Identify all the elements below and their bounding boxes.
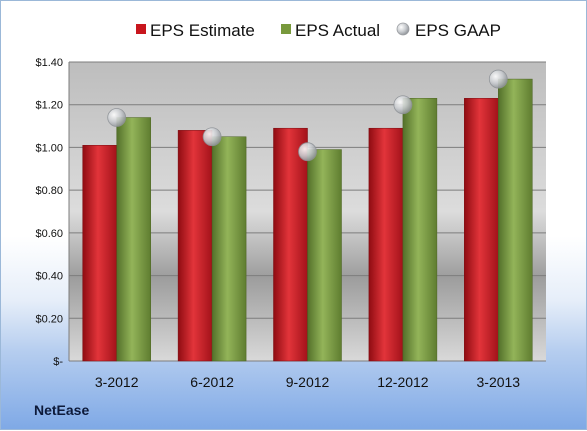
legend-marker-eps-gaap	[396, 22, 410, 36]
y-tick-label-6: $1.20	[35, 100, 63, 112]
bar-eps-actual-2	[307, 149, 342, 362]
bar-eps-estimate-4	[464, 98, 499, 362]
bar-eps-estimate-3	[368, 127, 404, 362]
marker-eps-gaap-3	[393, 95, 413, 115]
marker-eps-gaap-2	[298, 142, 317, 162]
marker-eps-gaap-4	[488, 69, 508, 89]
gaap-markers	[107, 69, 508, 162]
x-axis: 3-2012 6-2012 9-2012 12-2012 3-2013	[95, 374, 520, 390]
bar-eps-actual-3	[402, 98, 438, 362]
bar-eps-estimate-1	[177, 130, 213, 362]
y-tick-label-4: $0.80	[35, 185, 63, 197]
y-tick-label-3: $0.60	[35, 228, 63, 240]
company-name: NetEase	[34, 402, 90, 418]
x-tick-label-3: 12-2012	[377, 374, 429, 390]
y-axis: $- $0.20 $0.40 $0.60 $0.80 $1.00 $1.20 $1.40	[35, 57, 70, 368]
marker-eps-gaap-0	[107, 108, 127, 127]
bar-eps-estimate-0	[82, 145, 117, 362]
bar-eps-actual-4	[498, 78, 533, 362]
y-tick-label-5: $1.00	[35, 142, 63, 154]
legend-label-eps-actual: EPS Actual	[295, 21, 380, 40]
y-tick-label-1: $0.20	[35, 313, 63, 325]
y-tick-label-0: $-	[53, 356, 63, 368]
x-tick-label-2: 9-2012	[286, 374, 330, 390]
legend-label-eps-estimate: EPS Estimate	[150, 21, 255, 40]
bar-eps-estimate-2	[273, 127, 308, 362]
marker-eps-gaap-1	[202, 127, 222, 147]
bar-eps-actual-1	[211, 136, 247, 362]
x-tick-label-1: 6-2012	[190, 374, 234, 390]
x-tick-label-0: 3-2012	[95, 374, 139, 390]
bars	[82, 78, 533, 362]
legend-swatch-eps-estimate	[136, 24, 146, 34]
legend-swatch-eps-actual	[281, 24, 291, 34]
legend: EPS Estimate EPS Actual EPS GAAP	[136, 21, 501, 40]
legend-label-eps-gaap: EPS GAAP	[415, 21, 501, 40]
y-tick-label-2: $0.40	[35, 271, 63, 283]
x-tick-label-4: 3-2013	[477, 374, 521, 390]
bar-eps-actual-0	[116, 117, 151, 362]
y-tick-label-7: $1.40	[35, 57, 63, 69]
